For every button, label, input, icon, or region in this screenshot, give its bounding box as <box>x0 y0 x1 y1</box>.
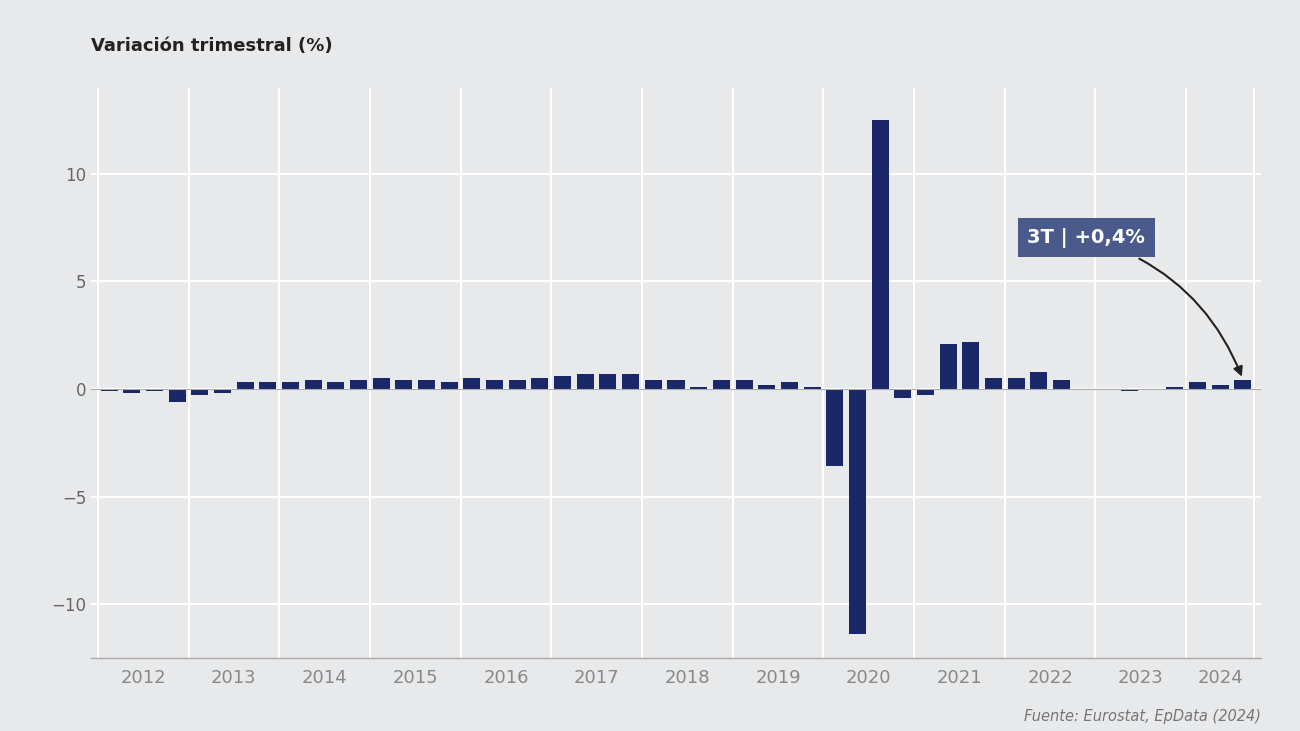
Bar <box>260 382 277 389</box>
Bar <box>1053 380 1070 389</box>
Bar <box>214 389 231 393</box>
Bar <box>508 380 525 389</box>
Bar <box>690 387 707 389</box>
Text: 3T | +0,4%: 3T | +0,4% <box>1027 227 1242 374</box>
Bar <box>350 380 367 389</box>
Bar <box>667 380 685 389</box>
Bar <box>623 374 640 389</box>
Bar <box>554 376 571 389</box>
Bar <box>328 382 345 389</box>
Bar <box>894 389 911 398</box>
Bar <box>124 389 140 393</box>
Bar <box>803 387 820 389</box>
Bar <box>100 389 117 391</box>
Bar <box>781 382 798 389</box>
Bar <box>191 389 208 395</box>
Bar <box>916 389 933 395</box>
Bar <box>532 378 549 389</box>
Bar <box>827 389 844 466</box>
Bar <box>962 341 979 389</box>
Bar <box>712 380 729 389</box>
Bar <box>486 380 503 389</box>
Text: Fuente: Eurostat, EpData (2024): Fuente: Eurostat, EpData (2024) <box>1024 708 1261 724</box>
Bar <box>599 374 616 389</box>
Bar <box>373 378 390 389</box>
Bar <box>304 380 321 389</box>
Bar <box>1235 380 1252 389</box>
Bar <box>758 385 775 389</box>
Bar <box>419 380 436 389</box>
Bar <box>1121 389 1138 391</box>
Bar <box>871 120 889 389</box>
Bar <box>441 382 458 389</box>
Bar <box>1212 385 1228 389</box>
Bar <box>237 382 254 389</box>
Text: Variación trimestral (%): Variación trimestral (%) <box>91 37 333 55</box>
Bar <box>940 344 957 389</box>
Bar <box>736 380 753 389</box>
Bar <box>1008 378 1024 389</box>
Bar <box>395 380 412 389</box>
Bar <box>985 378 1002 389</box>
Bar <box>463 378 481 389</box>
Bar <box>282 382 299 389</box>
Bar <box>645 380 662 389</box>
Bar <box>169 389 186 402</box>
Bar <box>146 389 162 391</box>
Bar <box>1190 382 1206 389</box>
Bar <box>1166 387 1183 389</box>
Bar <box>577 374 594 389</box>
Bar <box>1031 372 1048 389</box>
Bar <box>849 389 866 635</box>
